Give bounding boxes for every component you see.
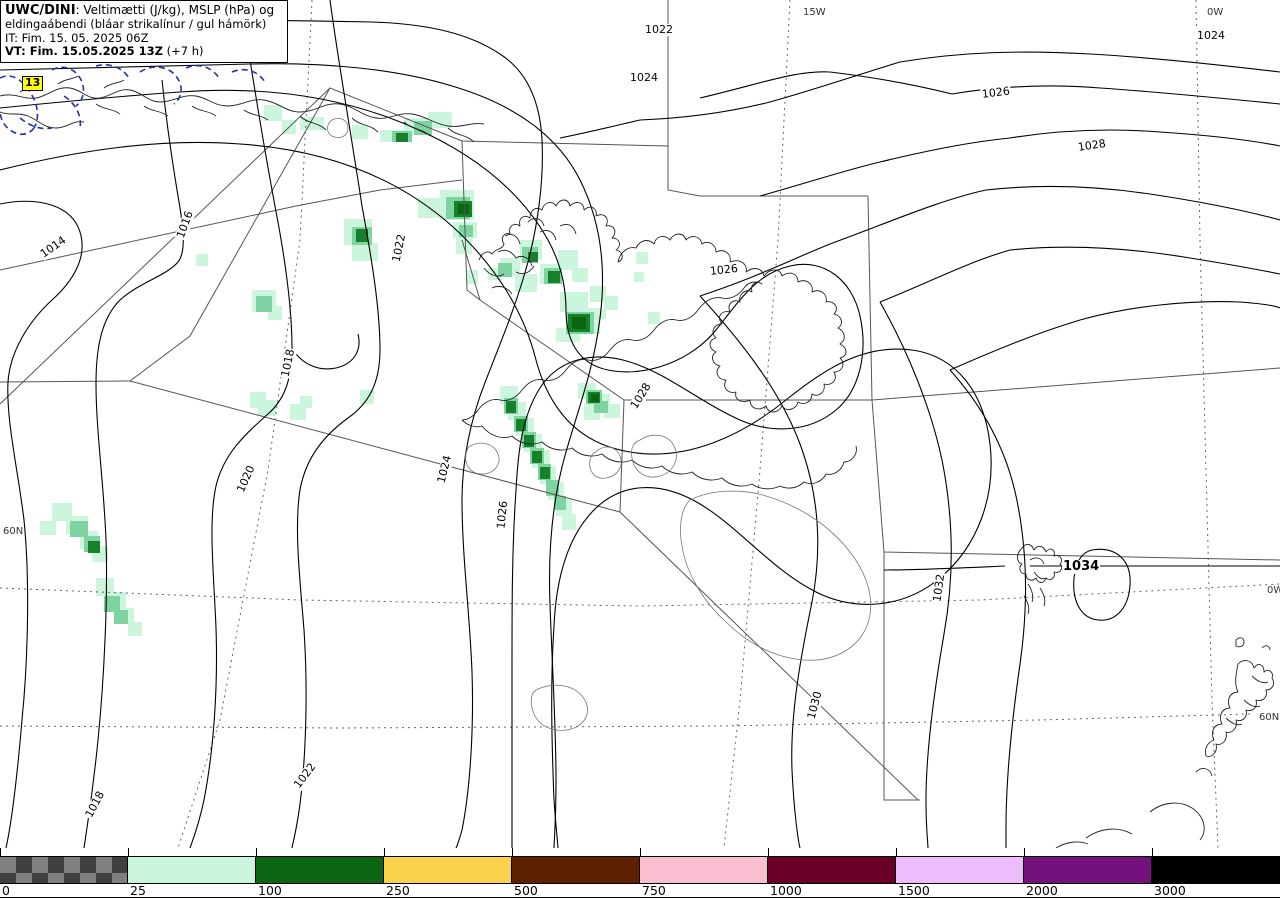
- colorbar-tick-label: 0: [2, 883, 10, 898]
- colorbar-tick: [256, 848, 257, 856]
- graticule-label: 0W: [1206, 7, 1225, 19]
- colorbar-segment: [0, 857, 128, 883]
- colorbar-tick-label: 250: [386, 883, 410, 898]
- map-graphics: [0, 0, 1280, 848]
- graticule-label: 0W: [1266, 585, 1280, 597]
- colorbar-tick-label: 1000: [770, 883, 802, 898]
- colorbar-tick-label: 100: [258, 883, 282, 898]
- colorbar-segment: [896, 857, 1024, 883]
- meridian-layer: [0, 0, 1280, 848]
- title-line-1: UWC/DINI: Veltimætti (J/kg), MSLP (hPa) …: [5, 3, 283, 18]
- cape-shading-layer: [40, 105, 660, 636]
- title-subtitle: eldingaábendi (bláar strikalínur / gul h…: [5, 17, 267, 32]
- map-title-box: UWC/DINI: Veltimætti (J/kg), MSLP (hPa) …: [0, 0, 288, 64]
- graticule-label: 15W: [802, 7, 827, 19]
- colorbar-segment: [1024, 857, 1152, 883]
- colorbar-tick-label: 750: [642, 883, 666, 898]
- colorbar-tick: [1152, 848, 1153, 856]
- graticule-label: 60N: [2, 526, 25, 538]
- colorbar-tick-label: 500: [514, 883, 538, 898]
- colorbar-segment: [640, 857, 768, 883]
- map-canvas[interactable]: 1014 1016 1018 1018 1020 1022 1022 1022 1024 1024…: [0, 0, 1280, 848]
- colorbar-tick-label: 25: [130, 883, 146, 898]
- colorbar-tick: [896, 848, 897, 856]
- colorbar-tick-label: 3000: [1154, 883, 1186, 898]
- isobar-layer: [0, 0, 1280, 848]
- isobar-labels: 1014 1016 1018 1018 1020 1022 1022 1022 1024 1024…: [37, 23, 1226, 821]
- valid-time: VT: Fim. 15.05.2025 13Z (+7 h): [5, 45, 283, 59]
- colorbar-tick: [0, 848, 1, 856]
- colorbar[interactable]: [0, 856, 1280, 884]
- isobar-label: 1024: [1196, 29, 1226, 42]
- init-time: IT: Fim. 15. 05. 2025 06Z: [5, 30, 149, 45]
- colorbar-tick: [1024, 848, 1025, 856]
- colorbar-segment: [1152, 857, 1280, 883]
- colorbar-segment: [384, 857, 512, 883]
- isobar-label: 1034: [1062, 559, 1101, 574]
- colorbar-tick-label: 2000: [1026, 883, 1058, 898]
- colorbar-segment: [256, 857, 384, 883]
- valid-time-value: VT: Fim. 15.05.2025 13Z: [5, 44, 163, 59]
- colorbar-tick: [768, 848, 769, 856]
- product-name: UWC/DINI: [5, 3, 76, 18]
- colorbar-tick: [640, 848, 641, 856]
- lightning-max-marker[interactable]: 13: [22, 76, 44, 91]
- colorbar-segment: [768, 857, 896, 883]
- coastline-layer: [0, 75, 1275, 848]
- colorbar-tick: [384, 848, 385, 856]
- colorbar-ticks: [0, 848, 1280, 856]
- colorbar-region: 0 25 100 250 500 750 1000 1500 2000 3000: [0, 848, 1280, 898]
- colorbar-labels: 0 25 100 250 500 750 1000 1500 2000 3000: [0, 884, 1280, 898]
- title-rest: : Veltimætti (J/kg), MSLP (hPa) og: [75, 3, 275, 17]
- graticule-labels: 15W 0W 0W 60N 60N: [2, 7, 1280, 724]
- colorbar-tick: [512, 848, 513, 856]
- valid-time-lead: (+7 h): [166, 44, 204, 59]
- colorbar-tick-label: 1500: [898, 883, 930, 898]
- colorbar-segment: [128, 857, 256, 883]
- isobar-label: 1024: [629, 71, 659, 84]
- graticule-label: 60N: [1258, 712, 1280, 724]
- isobar-label: 1022: [644, 23, 674, 36]
- colorbar-segment: [512, 857, 640, 883]
- colorbar-tick: [128, 848, 129, 856]
